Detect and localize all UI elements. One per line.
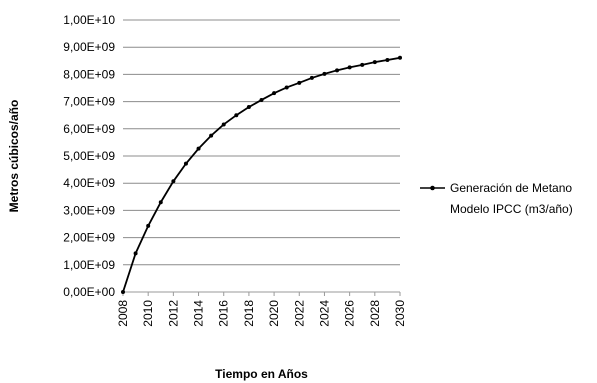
data-point (171, 179, 175, 183)
x-tick-label: 2030 (393, 300, 407, 327)
y-tick-labels: 0,00E+00 1,00E+09 2,00E+09 3,00E+09 4,00E+09… (63, 13, 115, 299)
x-tick-labels: 2008 2010 2012 2014 2016 2018 2020 2022 2024 2026… (116, 292, 407, 327)
data-point (159, 200, 163, 204)
x-tick-label: 2018 (242, 300, 256, 327)
x-axis-title: Tiempo en Años (215, 367, 308, 381)
data-point (348, 65, 352, 69)
data-point (310, 76, 314, 80)
data-point (272, 91, 276, 95)
x-tick-label: 2026 (343, 300, 357, 327)
x-tick-label: 2022 (292, 300, 306, 327)
data-point (373, 60, 377, 64)
data-point (134, 251, 138, 255)
y-tick-label: 4,00E+09 (63, 176, 115, 190)
data-point (247, 105, 251, 109)
data-point (146, 224, 150, 228)
legend-label-line-1: Generación de Metano (450, 181, 572, 195)
data-point (285, 85, 289, 89)
y-tick-label: 8,00E+09 (63, 67, 115, 81)
y-tick-label: 2,00E+09 (63, 231, 115, 245)
data-point (297, 81, 301, 85)
y-tick-label: 1,00E+10 (63, 13, 115, 27)
x-tick-label: 2014 (192, 300, 206, 327)
data-point (360, 63, 364, 67)
data-point (234, 113, 238, 117)
data-point (260, 98, 264, 102)
x-tick-label: 2008 (116, 300, 130, 327)
x-tick-label: 2020 (267, 300, 281, 327)
data-point (209, 134, 213, 138)
y-tick-label: 3,00E+09 (63, 203, 115, 217)
legend: Generación de Metano Modelo IPCC (m3/año… (420, 181, 573, 216)
legend-label-line-2: Modelo IPCC (m3/año) (450, 202, 573, 216)
x-tick-label: 2010 (141, 300, 155, 327)
y-tick-label: 7,00E+09 (63, 95, 115, 109)
x-tick-label: 2028 (368, 300, 382, 327)
y-axis-title: Metros cúbicos/año (7, 100, 21, 213)
data-point (222, 122, 226, 126)
data-point (121, 290, 125, 294)
data-point (335, 68, 339, 72)
data-point (184, 162, 188, 166)
x-tick-label: 2016 (217, 300, 231, 327)
y-tick-label: 6,00E+09 (63, 122, 115, 136)
data-point (322, 72, 326, 76)
data-point (197, 147, 201, 151)
series-line (123, 58, 400, 292)
y-tick-label: 5,00E+09 (63, 149, 115, 163)
x-tick-label: 2024 (317, 300, 331, 327)
data-point (398, 56, 402, 60)
data-point (385, 58, 389, 62)
y-tick-label: 0,00E+00 (63, 285, 115, 299)
gridlines (123, 20, 400, 292)
legend-marker (430, 186, 435, 191)
y-tick-label: 9,00E+09 (63, 40, 115, 54)
x-tick-label: 2012 (166, 300, 180, 327)
series-layer (121, 56, 402, 294)
y-tick-label: 1,00E+09 (63, 258, 115, 272)
